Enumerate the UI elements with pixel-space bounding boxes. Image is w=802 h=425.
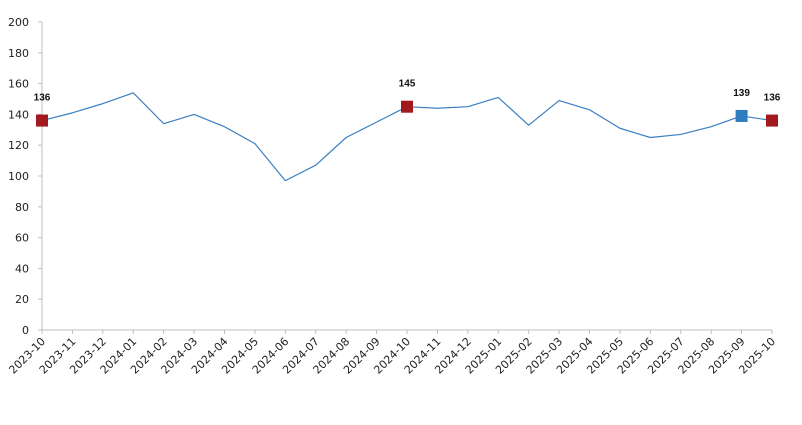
data-label: 145 — [399, 79, 416, 90]
y-tick-label: 20 — [15, 293, 29, 306]
highlight-marker — [766, 114, 778, 127]
highlight-marker — [401, 100, 413, 113]
highlight-marker — [735, 109, 748, 122]
y-tick-label: 200 — [8, 16, 29, 29]
highlight-marker — [36, 114, 48, 127]
data-label: 136 — [34, 93, 51, 104]
y-tick-label: 180 — [8, 47, 29, 60]
marker-layer — [36, 100, 778, 127]
y-tick-label: 120 — [8, 139, 29, 152]
y-tick-label: 160 — [8, 78, 29, 91]
y-tick-label: 140 — [8, 108, 29, 121]
y-tick-label: 80 — [15, 201, 29, 214]
data-label-layer: 136 145 139 136 — [34, 79, 781, 104]
x-axis: 2023-102023-112023-122024-012024-022024-… — [6, 329, 778, 377]
y-tick-label: 100 — [8, 170, 29, 183]
y-tick-label: 60 — [15, 232, 29, 245]
data-label: 136 — [764, 93, 781, 104]
y-tick-label: 0 — [22, 324, 29, 337]
data-label: 139 — [733, 88, 750, 99]
y-tick-label: 40 — [15, 262, 29, 275]
y-axis: 0 20 40 60 80 100 120 140 160 180 200 — [8, 16, 43, 337]
